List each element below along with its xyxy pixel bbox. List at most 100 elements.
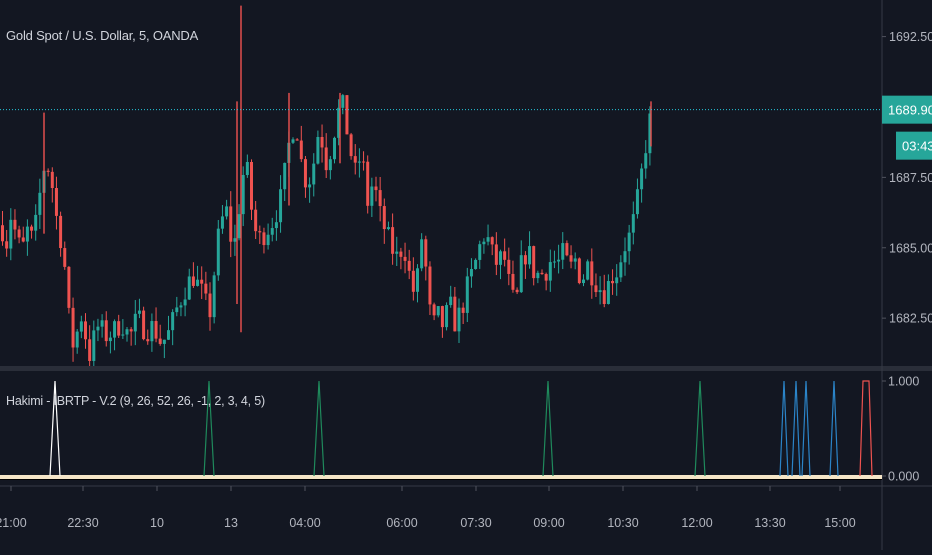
bear-candle bbox=[399, 251, 403, 257]
bear-candle bbox=[30, 226, 34, 231]
time-tick-label: 13:30 bbox=[754, 516, 785, 530]
indicator-signal-spike bbox=[694, 380, 706, 477]
bear-candle bbox=[67, 266, 71, 308]
bull-candle bbox=[648, 113, 652, 154]
bear-candle bbox=[299, 140, 303, 160]
bull-candle bbox=[108, 337, 112, 342]
bull-candle bbox=[416, 268, 419, 292]
bear-candle bbox=[320, 137, 324, 148]
bear-candle bbox=[88, 339, 92, 361]
bull-candle bbox=[528, 246, 532, 265]
bull-candle bbox=[308, 184, 312, 188]
bull-candle bbox=[274, 222, 278, 229]
price-tick-label: 1692.500 bbox=[889, 30, 932, 44]
bear-candle bbox=[353, 156, 357, 163]
bear-candle bbox=[523, 255, 527, 265]
bear-candle bbox=[565, 243, 569, 256]
bear-candle bbox=[204, 283, 208, 294]
indicator-label[interactable]: Hakimi - IBRTP - V.2 (9, 26, 52, 26, -1,… bbox=[6, 394, 265, 408]
bull-candle bbox=[283, 162, 287, 190]
price-tick-label: 1682.500 bbox=[889, 312, 932, 326]
bear-candle bbox=[532, 246, 536, 279]
bull-candle bbox=[220, 216, 224, 229]
bull-candle bbox=[328, 159, 332, 171]
bull-candle bbox=[465, 276, 469, 313]
bull-candle bbox=[457, 307, 461, 332]
bear-candle bbox=[71, 307, 75, 348]
bear-candle bbox=[594, 285, 598, 293]
time-tick-label: 10 bbox=[150, 516, 164, 530]
bull-candle bbox=[291, 139, 295, 143]
time-tick-label: 09:00 bbox=[533, 516, 564, 530]
bull-candle bbox=[216, 228, 220, 276]
bear-candle bbox=[432, 304, 436, 316]
bull-candle bbox=[225, 206, 229, 217]
bull-candle bbox=[436, 306, 440, 316]
bull-candle bbox=[582, 279, 585, 284]
bull-candle bbox=[623, 251, 627, 263]
price-tick-label: 1685.000 bbox=[889, 241, 932, 255]
bull-candle bbox=[121, 334, 125, 336]
bull-candle bbox=[449, 296, 453, 306]
indicator-tick-label: 0.000 bbox=[888, 470, 919, 484]
bull-candle bbox=[420, 239, 424, 269]
bull-candle bbox=[357, 161, 361, 163]
bull-candle bbox=[196, 279, 200, 286]
bear-candle bbox=[191, 276, 195, 286]
indicator-signal-spike bbox=[542, 380, 554, 477]
bull-candle bbox=[25, 226, 29, 242]
countdown-badge bbox=[896, 131, 932, 160]
bull-candle bbox=[635, 189, 639, 215]
indicator-signal-spike bbox=[859, 380, 873, 477]
indicator-signal-spike bbox=[313, 380, 325, 477]
bull-candle bbox=[631, 214, 635, 233]
bull-candle bbox=[337, 107, 341, 138]
bull-candle bbox=[561, 243, 565, 260]
bull-candle bbox=[640, 168, 644, 190]
symbol-title[interactable]: Gold Spot / U.S. Dollar, 5, OANDA bbox=[6, 28, 199, 43]
bear-candle bbox=[21, 237, 25, 242]
bear-candle bbox=[411, 270, 415, 292]
candle-series bbox=[1, 5, 652, 366]
bull-candle bbox=[619, 262, 623, 278]
bull-candle bbox=[270, 228, 274, 235]
bull-candle bbox=[341, 95, 345, 108]
bull-candle bbox=[312, 163, 316, 185]
bear-candle bbox=[362, 161, 366, 163]
bull-candle bbox=[586, 261, 590, 280]
bull-candle bbox=[179, 305, 183, 308]
bear-candle bbox=[490, 237, 494, 245]
indicator-signal-spike bbox=[779, 380, 789, 477]
bull-candle bbox=[34, 214, 38, 231]
bull-candle bbox=[482, 241, 486, 245]
bear-candle bbox=[17, 229, 21, 238]
bull-candle bbox=[212, 275, 216, 318]
bear-candle bbox=[602, 290, 606, 305]
bull-candle bbox=[175, 307, 179, 313]
bull-candle bbox=[474, 259, 478, 270]
bull-candle bbox=[100, 320, 104, 327]
price-tick-label: 1687.500 bbox=[889, 171, 932, 185]
bull-candle bbox=[395, 251, 399, 254]
indicator-tick-label: 1.000 bbox=[888, 375, 919, 389]
bear-candle bbox=[1, 225, 4, 242]
bull-candle bbox=[113, 321, 117, 338]
last-price-badge bbox=[882, 95, 932, 124]
time-tick-label: 15:00 bbox=[824, 516, 855, 530]
time-tick-label: 13 bbox=[224, 516, 238, 530]
bear-candle bbox=[104, 320, 108, 342]
price-line-layer: 1689.905 03:43 bbox=[0, 95, 932, 160]
bull-candle bbox=[183, 299, 187, 306]
bull-candle bbox=[79, 321, 83, 332]
bull-candle bbox=[38, 192, 42, 215]
bull-candle bbox=[478, 244, 482, 260]
bear-candle bbox=[303, 159, 307, 188]
bear-candle bbox=[540, 272, 544, 275]
bull-candle bbox=[333, 137, 336, 160]
bear-candle bbox=[324, 147, 328, 171]
bear-candle bbox=[5, 241, 9, 249]
